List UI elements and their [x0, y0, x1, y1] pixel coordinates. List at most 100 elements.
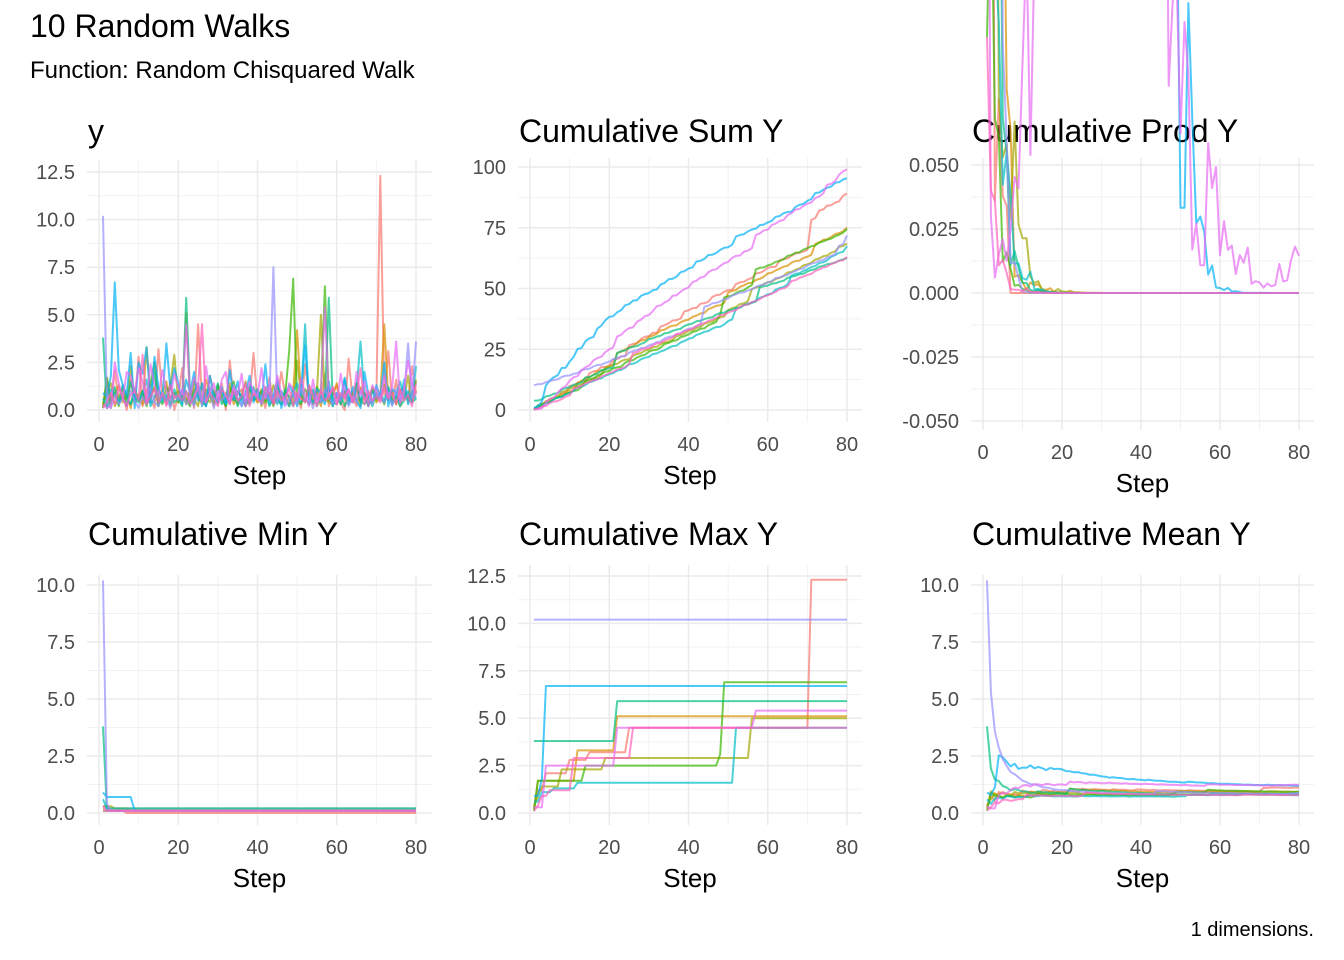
panel-cummax: 0.0 2.5 5.0 7.5 10.0 12.5 0 20 40 60 80 Step Cumulat…	[467, 516, 862, 893]
series-line-9	[986, 780, 1300, 810]
x-tick-label: 20	[167, 837, 189, 859]
x-tick-label: 80	[405, 434, 427, 456]
panel-title: Cumulative Min Y	[88, 516, 338, 552]
series-line-5	[534, 700, 847, 742]
x-axis-title: Step	[663, 460, 717, 490]
series-line-6	[533, 245, 848, 410]
x-tick-label: 40	[677, 837, 699, 859]
panel-title: y	[88, 113, 104, 149]
x-tick-label: 60	[326, 434, 348, 456]
x-tick-label: 80	[405, 837, 427, 859]
x-tick-label: 0	[524, 434, 535, 456]
x-tick-label: 20	[598, 434, 620, 456]
x-tick-label: 20	[598, 837, 620, 859]
x-tick-label: 80	[1288, 442, 1310, 464]
series-line-7	[533, 177, 848, 409]
y-tick-label: 10.0	[467, 613, 506, 635]
series-line-10	[533, 726, 847, 812]
y-tick-label: 10.0	[920, 575, 959, 597]
x-tick-label: 60	[326, 837, 348, 859]
chart-subtitle: Function: Random Chisquared Walk	[30, 57, 415, 84]
panel-title: Cumulative Max Y	[519, 516, 778, 552]
x-axis-title: Step	[1116, 863, 1170, 893]
x-tick-label: 40	[677, 434, 699, 456]
y-tick-label: 10.0	[36, 575, 75, 597]
y-tick-label: 75	[484, 218, 506, 240]
y-tick-label: 7.5	[47, 257, 75, 279]
panel-cummin: 0.0 2.5 5.0 7.5 10.0 0 20 40 60 80 Step Cumulative …	[36, 516, 432, 893]
y-tick-label: 0.000	[909, 283, 959, 305]
y-tick-label: 7.5	[931, 632, 959, 654]
x-tick-label: 40	[246, 434, 268, 456]
y-tick-label: 0.0	[931, 803, 959, 825]
x-axis-title: Step	[1116, 468, 1170, 498]
series-line-9	[102, 306, 417, 410]
y-tick-label: 0.0	[47, 803, 75, 825]
y-tick-label: 7.5	[47, 632, 75, 654]
series-line-10	[986, 791, 1300, 812]
x-tick-label: 20	[1051, 837, 1073, 859]
series-line-5	[102, 726, 416, 812]
y-tick-label: 5.0	[931, 689, 959, 711]
x-tick-label: 20	[1051, 442, 1073, 464]
y-tick-label: 5.0	[47, 689, 75, 711]
series-line-2	[533, 715, 847, 810]
x-tick-label: 20	[167, 434, 189, 456]
y-tick-label: -0.050	[902, 411, 959, 433]
x-tick-label: 40	[1130, 442, 1152, 464]
y-tick-label: 0.050	[909, 155, 959, 177]
series-line-7	[102, 281, 417, 410]
series-line-10	[533, 256, 848, 411]
series-line-9	[988, 0, 1300, 289]
series-line-6	[102, 798, 416, 810]
x-tick-label: 60	[757, 434, 779, 456]
y-tick-label: 100	[473, 157, 506, 179]
panel-cummean: 0.0 2.5 5.0 7.5 10.0 0 20 40 60 80 Step Cumulative …	[920, 516, 1314, 893]
series-line-1	[533, 578, 847, 808]
x-axis-title: Step	[233, 863, 287, 893]
x-tick-label: 0	[977, 442, 988, 464]
panel-title: Cumulative Mean Y	[972, 516, 1251, 552]
y-tick-label: 0.0	[478, 803, 506, 825]
y-tick-label: 0.025	[909, 219, 959, 241]
y-tick-label: 0	[495, 400, 506, 422]
y-tick-label: 2.5	[931, 746, 959, 768]
y-tick-label: 2.5	[478, 756, 506, 778]
y-tick-label: 12.5	[467, 566, 506, 588]
x-tick-label: 80	[836, 434, 858, 456]
x-tick-label: 0	[524, 837, 535, 859]
y-tick-label: 7.5	[478, 661, 506, 683]
series-line-4	[533, 228, 848, 411]
x-tick-label: 40	[246, 837, 268, 859]
y-tick-label: 5.0	[47, 305, 75, 327]
panel-title: Cumulative Sum Y	[519, 113, 783, 149]
chart-caption: 1 dimensions.	[1190, 919, 1314, 941]
series-line-3	[533, 717, 847, 808]
panel-y: 0.0 2.5 5.0 7.5 10.0 12.5 0 20 40 60 80 Step y	[36, 113, 432, 490]
x-tick-label: 0	[93, 434, 104, 456]
x-tick-label: 80	[836, 837, 858, 859]
x-tick-label: 60	[1209, 837, 1231, 859]
series-line-9	[533, 168, 848, 411]
x-axis-title: Step	[233, 460, 287, 490]
x-tick-label: 40	[1130, 837, 1152, 859]
x-tick-label: 60	[1209, 442, 1231, 464]
chart-title: 10 Random Walks	[30, 8, 291, 44]
x-tick-label: 60	[757, 837, 779, 859]
x-tick-label: 80	[1288, 837, 1310, 859]
x-tick-label: 0	[977, 837, 988, 859]
y-tick-label: -0.025	[902, 347, 959, 369]
y-tick-label: 50	[484, 279, 506, 301]
series-line-1	[533, 192, 848, 411]
x-tick-label: 0	[93, 837, 104, 859]
panel-cumsum: 0 25 50 75 100 0 20 40 60 80 Step Cumulative Sum Y	[473, 113, 862, 490]
x-axis-title: Step	[663, 863, 717, 893]
y-tick-label: 2.5	[47, 352, 75, 374]
series-line-8	[986, 580, 1300, 796]
series-line-10	[102, 323, 417, 409]
y-tick-label: 25	[484, 339, 506, 361]
series-line-5	[533, 257, 848, 402]
y-tick-label: 12.5	[36, 162, 75, 184]
